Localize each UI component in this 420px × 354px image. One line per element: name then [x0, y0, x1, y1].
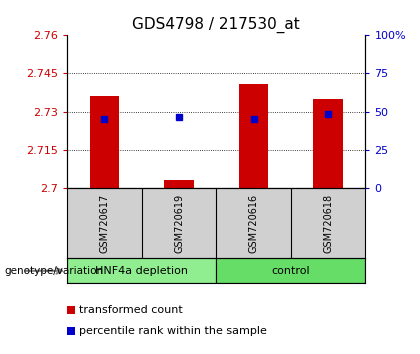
Text: genotype/variation: genotype/variation	[4, 266, 103, 276]
Text: percentile rank within the sample: percentile rank within the sample	[79, 326, 267, 336]
Text: GSM720619: GSM720619	[174, 193, 184, 253]
Text: GSM720616: GSM720616	[249, 193, 259, 253]
Title: GDS4798 / 217530_at: GDS4798 / 217530_at	[132, 16, 300, 33]
Bar	[313, 99, 343, 188]
Text: control: control	[272, 266, 310, 276]
Bar	[89, 96, 119, 188]
FancyBboxPatch shape	[67, 258, 216, 283]
Text: HNF4a depletion: HNF4a depletion	[95, 266, 188, 276]
Bar	[239, 84, 268, 188]
Text: GSM720617: GSM720617	[100, 193, 110, 253]
Text: GSM720618: GSM720618	[323, 193, 333, 253]
Bar	[164, 180, 194, 188]
Text: transformed count: transformed count	[79, 305, 183, 315]
FancyBboxPatch shape	[216, 258, 365, 283]
